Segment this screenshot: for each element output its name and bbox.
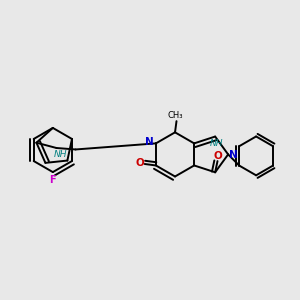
Text: F: F — [50, 175, 56, 185]
Text: NH: NH — [209, 140, 223, 148]
Text: N: N — [145, 137, 154, 148]
Text: CH₃: CH₃ — [168, 111, 183, 120]
Text: O: O — [136, 158, 144, 168]
Text: NH: NH — [53, 150, 67, 159]
Text: O: O — [214, 152, 223, 161]
Text: N: N — [229, 150, 238, 160]
